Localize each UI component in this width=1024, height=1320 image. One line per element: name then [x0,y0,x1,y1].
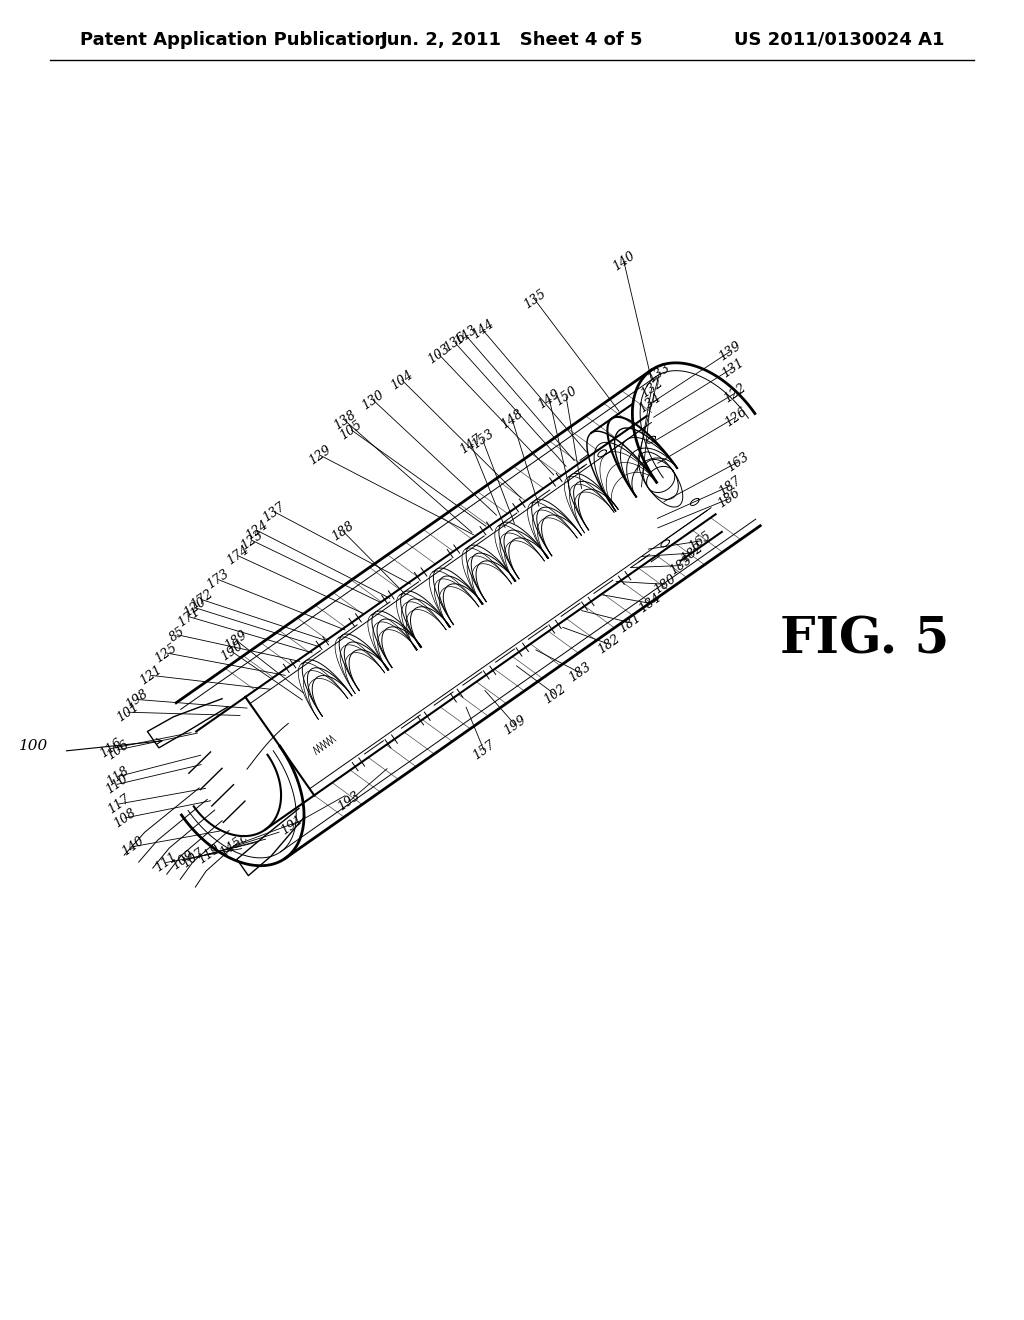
Text: 188: 188 [330,519,356,544]
Text: 139: 139 [717,339,743,364]
Text: 180: 180 [651,572,678,597]
Text: 118: 118 [104,764,131,789]
Text: 100: 100 [19,739,48,754]
Text: 189: 189 [222,628,250,652]
Text: 107: 107 [180,846,207,870]
Text: 138: 138 [331,408,358,433]
Text: 117: 117 [105,792,132,816]
Text: 120: 120 [181,595,209,620]
Text: 191: 191 [279,813,306,837]
Text: 85: 85 [167,624,187,644]
Text: 111: 111 [153,850,179,875]
Text: 119: 119 [196,842,222,866]
Text: 184: 184 [636,591,664,615]
Text: 103: 103 [425,342,453,367]
Text: 186: 186 [716,487,742,511]
Text: 172: 172 [188,587,215,611]
Text: 106: 106 [104,738,131,762]
Text: 132: 132 [638,376,666,400]
Text: 126: 126 [722,405,750,429]
Text: 108: 108 [112,805,138,830]
Text: 133: 133 [646,360,673,385]
Text: 130: 130 [359,388,387,412]
Text: 163: 163 [724,450,752,474]
Text: 145c: 145c [217,832,250,859]
Text: 134: 134 [637,392,664,416]
Text: 149: 149 [536,387,563,411]
Text: 140: 140 [119,834,146,859]
Text: 102: 102 [541,682,568,706]
Text: US 2011/0130024 A1: US 2011/0130024 A1 [733,30,944,49]
Text: 185: 185 [667,553,694,578]
Text: 135: 135 [521,286,548,312]
Text: 116: 116 [97,737,124,760]
Text: 124: 124 [244,519,270,543]
Text: 174: 174 [224,544,252,568]
Text: 105: 105 [338,417,365,442]
Text: Patent Application Publication: Patent Application Publication [80,30,387,49]
Text: 171: 171 [175,605,203,628]
Text: 129: 129 [307,444,334,467]
Text: 153: 153 [469,428,496,451]
Text: 187: 187 [717,474,743,498]
Text: 182: 182 [595,632,623,656]
Text: 198: 198 [124,688,151,711]
Text: FIG. 5: FIG. 5 [780,615,949,664]
Text: 101: 101 [115,700,141,725]
Text: 181: 181 [616,611,644,635]
Text: 137: 137 [261,500,288,524]
Text: Jun. 2, 2011   Sheet 4 of 5: Jun. 2, 2011 Sheet 4 of 5 [381,30,643,49]
Text: 199: 199 [502,713,529,738]
Text: 121: 121 [137,663,165,688]
Text: 193: 193 [336,789,362,813]
Text: 148: 148 [499,407,525,432]
Text: 131: 131 [719,356,746,380]
Text: 165: 165 [686,529,714,553]
Text: 183: 183 [566,660,594,685]
Text: 190: 190 [218,639,246,664]
Text: 109: 109 [169,849,197,873]
Text: 136: 136 [441,330,469,355]
Text: 143: 143 [453,323,479,347]
Text: 144: 144 [469,317,496,342]
Text: 157: 157 [470,738,498,762]
Text: 123: 123 [238,528,265,552]
Text: 173: 173 [205,568,231,591]
Text: 147: 147 [458,432,484,457]
Text: 122: 122 [721,381,749,405]
Text: 104: 104 [388,368,416,392]
Text: 140: 140 [610,249,637,273]
Text: 110: 110 [103,772,131,796]
Text: 182: 182 [678,541,706,565]
Text: 125: 125 [152,640,179,665]
Text: 150: 150 [553,384,580,409]
